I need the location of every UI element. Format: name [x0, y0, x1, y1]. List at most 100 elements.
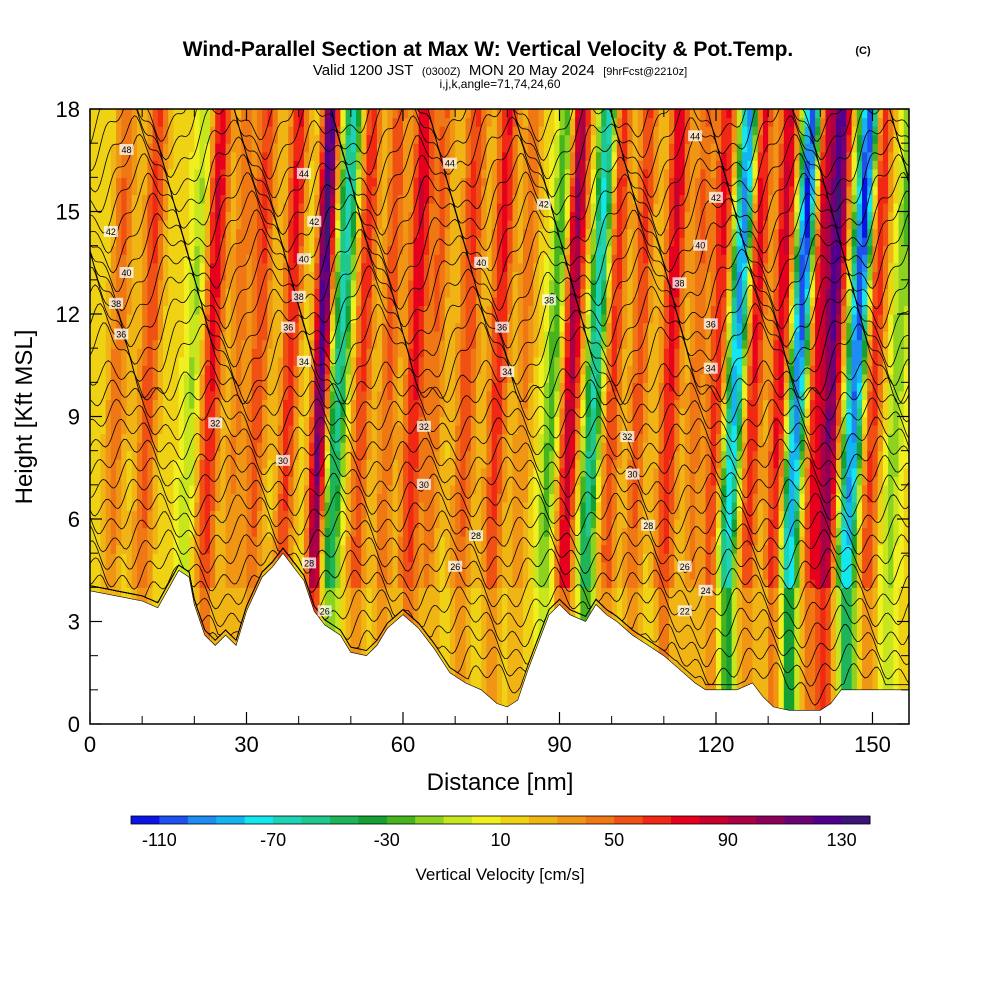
velocity-cell [303, 484, 310, 529]
velocity-cell [601, 484, 608, 546]
velocity-cell [877, 493, 884, 546]
velocity-cell [522, 126, 529, 230]
velocity-cell [528, 109, 535, 307]
velocity-cell [663, 348, 670, 554]
velocity-cell [387, 399, 394, 486]
velocity-cell [867, 450, 874, 503]
isentrope-line [90, 152, 909, 236]
velocity-cell [778, 433, 785, 460]
contour-label: 22 [677, 605, 692, 617]
velocity-cell [809, 279, 816, 298]
velocity-cell [423, 202, 430, 255]
velocity-cell [835, 339, 842, 358]
colorbar-swatch [585, 816, 615, 824]
contour-label: 48 [119, 144, 134, 155]
velocity-cell [569, 237, 576, 281]
velocity-cell [867, 288, 874, 307]
velocity-cell [481, 467, 488, 588]
velocity-cell [376, 493, 383, 588]
velocity-cell [314, 314, 321, 341]
velocity-cell [799, 433, 806, 452]
velocity-cell [789, 211, 795, 238]
velocity-cell [147, 510, 154, 588]
velocity-cell [841, 262, 847, 289]
contour-label: 38 [542, 294, 557, 306]
velocity-cell [309, 493, 315, 529]
isentrope-line [90, 171, 909, 255]
velocity-cell [736, 433, 743, 452]
velocity-cell [345, 134, 352, 170]
velocity-cell [449, 160, 456, 486]
velocity-cell [893, 314, 900, 477]
velocity-cell [564, 109, 571, 136]
velocity-cell [267, 536, 274, 588]
velocity-cell [715, 399, 722, 435]
velocity-cell [736, 527, 743, 724]
velocity-cell [209, 510, 216, 588]
velocity-cell [460, 254, 467, 349]
velocity-cell [460, 587, 467, 724]
velocity-cell [856, 527, 863, 554]
velocity-cell [893, 202, 900, 264]
velocity-cell [752, 126, 759, 136]
velocity-cell [152, 459, 159, 554]
velocity-cell [841, 433, 847, 452]
velocity-cell [350, 151, 357, 196]
velocity-cell [851, 553, 858, 588]
velocity-cell [413, 237, 420, 401]
velocity-cell [658, 305, 665, 383]
velocity-cell [283, 510, 289, 588]
isentrope-line [90, 435, 909, 480]
velocity-cell [731, 587, 738, 724]
velocity-cell [799, 254, 806, 341]
velocity-cell [590, 373, 597, 409]
velocity-cell [726, 339, 733, 358]
velocity-cell [794, 296, 801, 315]
contour-label-text: 38 [674, 278, 684, 288]
velocity-cell [262, 467, 268, 588]
velocity-cell [851, 228, 858, 247]
velocity-cell [575, 459, 581, 486]
velocity-cell [329, 407, 336, 435]
velocity-cell [856, 382, 863, 401]
velocity-cell [199, 459, 206, 588]
velocity-cell [585, 160, 592, 196]
velocity-cell [246, 399, 253, 588]
velocity-cell [726, 407, 733, 435]
velocity-cell [872, 519, 879, 588]
velocity-cell [783, 527, 790, 588]
velocity-cell [862, 314, 868, 332]
velocity-cell [256, 177, 263, 443]
velocity-cell [872, 126, 879, 136]
contour-label: 42 [709, 191, 723, 203]
velocity-cell [439, 109, 446, 127]
velocity-cell [768, 194, 774, 383]
velocity-cell [189, 109, 195, 153]
velocity-cell [637, 160, 644, 213]
velocity-cell [773, 228, 780, 289]
velocity-cell [507, 314, 514, 383]
velocity-cell [830, 476, 837, 494]
velocity-cell [789, 348, 795, 366]
velocity-cell [319, 279, 326, 375]
velocity-cell [147, 109, 154, 144]
velocity-cell [799, 237, 806, 255]
velocity-cell [611, 168, 618, 187]
velocity-cell [888, 151, 894, 213]
velocity-cell [862, 373, 868, 383]
velocity-cell [324, 348, 331, 358]
velocity-cell [616, 288, 623, 349]
velocity-cell [569, 151, 576, 178]
velocity-cell [340, 365, 347, 401]
velocity-cell [350, 322, 357, 358]
velocity-cell [329, 194, 336, 213]
y-axis-label: Height [Kft MSL] [11, 330, 38, 505]
velocity-cell [882, 245, 889, 289]
velocity-cell [329, 228, 336, 238]
velocity-cell [371, 168, 378, 178]
velocity-cell [116, 459, 122, 546]
velocity-cell [580, 262, 587, 289]
colorbar-title: Vertical Velocity [cm/s] [415, 865, 584, 884]
velocity-cell [835, 288, 842, 315]
velocity-cell [470, 587, 477, 724]
